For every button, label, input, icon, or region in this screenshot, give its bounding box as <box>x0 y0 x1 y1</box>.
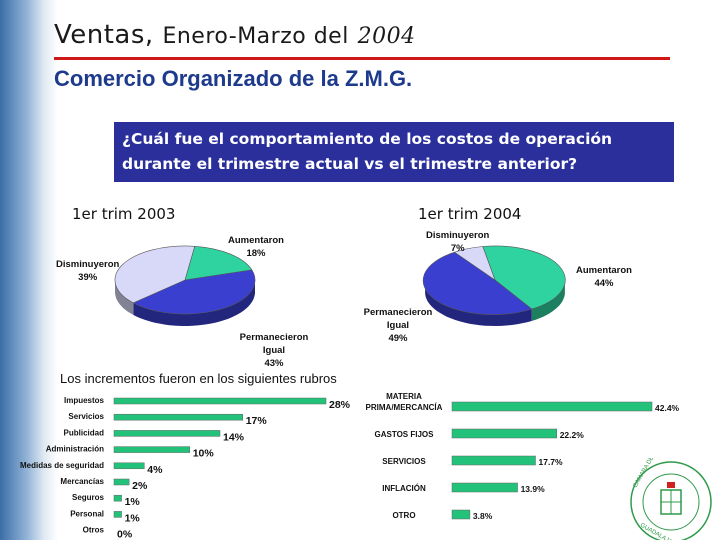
bar-chart-rubros: Impuestos 28% Servicios 17% Publicidad 14% Adm… <box>20 396 350 538</box>
svg-text:GUADALAJARA: GUADALAJARA <box>639 523 680 540</box>
bar1-value-label: 10% <box>193 448 215 460</box>
question-line-2: durante el trimestre actual vs el trimes… <box>122 155 578 173</box>
bar1-value-label: 2% <box>132 480 148 492</box>
bar1-category-label: Administración <box>46 445 104 454</box>
bar2-bar <box>451 482 518 493</box>
bar1-category-label: Otros <box>83 526 105 535</box>
bar1-bar <box>113 446 190 453</box>
bar1-category-label: Impuestos <box>64 396 105 405</box>
bar2-bar <box>451 509 471 520</box>
bar1-bar <box>113 511 122 518</box>
bar2-value-label: 42.4% <box>655 403 680 413</box>
pie-chart-2004 <box>422 245 566 326</box>
pie1-slice-1 <box>132 269 256 315</box>
bar2-category-label: OTRO <box>392 511 415 520</box>
rubros-heading: Los incrementos fueron en los siguientes… <box>60 371 337 386</box>
bar1-category-label: Servicios <box>68 412 104 421</box>
camara-seal-logo: CAMARA DE COMERCIO GUADALAJARA <box>630 458 712 540</box>
bar2-bar <box>451 428 557 439</box>
title-word: Ventas, <box>54 20 154 50</box>
pie1-label-disminuyeron: Disminuyeron 39% <box>56 259 120 283</box>
pie2-slice-0 <box>482 245 566 310</box>
pie1-slice-0 <box>184 245 253 281</box>
bar2-category-label: GASTOS FIJOS <box>375 430 435 439</box>
bar2-bar <box>451 401 653 412</box>
bar1-category-label: Medidas de seguridad <box>20 461 104 470</box>
bar1-bar <box>113 494 122 502</box>
slide-subtitle: Comercio Organizado de la Z.M.G. <box>54 66 413 91</box>
pie1-title: 1er trim 2003 <box>72 205 176 223</box>
bar1-value-label: 1% <box>125 496 141 508</box>
pie2-title: 1er trim 2004 <box>418 205 522 223</box>
pie1-slice-2 <box>114 245 196 304</box>
bar1-value-label: 4% <box>147 464 163 476</box>
bar2-category-label: SERVICIOS <box>382 457 426 466</box>
title-year: 2004 <box>357 24 416 49</box>
bar2-value-label: 22.2% <box>560 430 585 440</box>
bar2-value-label: 17.7% <box>538 457 563 467</box>
question-box: ¿Cuál fue el comportamiento de los costo… <box>114 122 674 182</box>
pie2-label-disminuyeron: Disminuyeron 7% <box>426 230 490 254</box>
bar-chart-increase-reasons: MATERIA PRIMA/MERCANCÍA 42.4% GASTOS FIJOS 2… <box>366 392 680 521</box>
pie2-side-0 <box>531 281 565 321</box>
bar1-category-label: Publicidad <box>64 428 105 437</box>
pie2-slice-1 <box>422 251 533 315</box>
pie1-side-1 <box>133 281 255 326</box>
bar1-value-label: 14% <box>223 431 245 443</box>
bar2-category-label: INFLACIÓN <box>382 484 426 493</box>
bar1-bar <box>113 478 130 486</box>
bar1-bar <box>113 430 221 437</box>
slide-title: Ventas, Enero-Marzo del 2004 <box>54 20 416 50</box>
question-line-1: ¿Cuál fue el comportamiento de los costo… <box>122 130 613 148</box>
title-underline <box>54 57 670 60</box>
bar1-value-label: 0% <box>117 529 133 538</box>
pie2-slice-2 <box>453 246 496 281</box>
bar1-value-label: 17% <box>246 415 268 427</box>
bar2-category-label: MATERIA <box>386 392 422 401</box>
bar2-value-label: 3.8% <box>473 511 493 521</box>
bar1-category-label: Personal <box>70 509 104 518</box>
pie1-side-2 <box>115 280 134 315</box>
bar1-bar <box>113 462 145 470</box>
pie-chart-2003 <box>114 245 256 326</box>
pie1-label-aumentaron: Aumentaron 18% <box>228 235 284 259</box>
bar2-bar <box>451 455 536 466</box>
bar1-value-label: 1% <box>125 512 141 524</box>
bar1-bar <box>113 413 243 421</box>
title-rest: Enero-Marzo del <box>162 24 349 49</box>
pie2-label-aumentaron: Aumentaron 44% <box>576 265 632 289</box>
bar1-category-label: Mercancías <box>60 477 104 486</box>
pie2-side-1 <box>425 281 532 326</box>
bar2-value-label: 13.9% <box>521 484 546 494</box>
bar1-value-label: 28% <box>329 399 350 411</box>
bar1-bar <box>113 397 327 405</box>
bar1-category-label: Seguros <box>72 493 105 502</box>
pie2-label-permanecieron: Permanecieron Igual 49% <box>363 307 433 344</box>
bar2-category-label-cont: PRIMA/MERCANCÍA <box>366 403 443 412</box>
pie1-label-permanecieron: Permanecieron Igual 43% <box>239 332 309 369</box>
